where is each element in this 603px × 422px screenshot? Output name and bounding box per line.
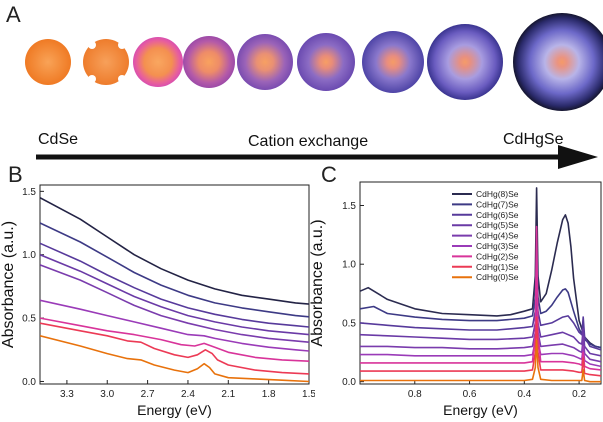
particle-cdhgse [513, 13, 603, 111]
particle-exchange-5 [362, 31, 424, 93]
series-line-2 [40, 317, 309, 362]
legend-entry: CdHg(1)Se [476, 262, 519, 272]
legend-entry: CdHg(3)Se [476, 241, 519, 251]
x-tick-label: 0.4 [517, 389, 531, 400]
x-tick-label: 2.1 [221, 389, 235, 400]
nanoparticle-series [25, 13, 603, 111]
y-tick-label: 0.5 [22, 314, 36, 325]
series-group [360, 187, 601, 383]
particle-exchange-1 [133, 37, 183, 87]
y-tick-label: 1.0 [342, 260, 356, 271]
series-line-1 [40, 322, 309, 375]
series-line-3 [40, 299, 309, 352]
y-axis-label: Absorbance (a.u.) [309, 219, 326, 346]
x-tick-label: 1.5 [302, 389, 315, 400]
legend-entry: CdHg(6)Se [476, 210, 519, 220]
x-tick-label: 2.4 [181, 389, 195, 400]
panel-c-letter: C [321, 162, 337, 187]
y-tick-label: 1.5 [22, 187, 36, 198]
particle-cdse [25, 39, 71, 85]
series-line-4 [40, 264, 309, 343]
series-line-2 [360, 269, 601, 351]
legend-entry: CdHg(2)Se [476, 251, 519, 261]
series-line-8 [360, 339, 601, 383]
plot-frame [359, 181, 602, 385]
series-line-8 [40, 196, 309, 305]
legend-entry: CdHg(8)Se [476, 189, 519, 199]
series-line-0 [360, 187, 601, 349]
x-axis-label: Energy (eV) [443, 402, 518, 418]
particle-exchange-3 [237, 34, 293, 90]
legend-entry: CdHg(4)Se [476, 231, 519, 241]
cation-exchange-arrow [36, 145, 598, 169]
y-tick-label: 0.0 [342, 377, 356, 388]
panel-a-letter: A [6, 2, 21, 27]
x-tick-label: 0.6 [463, 389, 477, 400]
plot-frame [39, 184, 310, 385]
legend-entry: CdHg(5)Se [476, 220, 519, 230]
y-tick-label: 1.0 [22, 250, 36, 261]
cdse-label: CdSe [38, 131, 79, 148]
x-axis-label: Energy (eV) [137, 402, 212, 418]
particle-exchange-2 [183, 36, 235, 88]
series-line-0 [40, 335, 309, 383]
legend-entry: CdHg(7)Se [476, 199, 519, 209]
cation-exchange-label: Cation exchange [248, 133, 369, 150]
y-tick-label: 0.5 [342, 318, 356, 329]
x-tick-label: 2.7 [141, 389, 155, 400]
series-line-6 [40, 242, 309, 328]
y-tick-label: 0.0 [22, 377, 36, 388]
chart-c: 0.0 0.5 1.0 1.5 0.8 0.6 0.4 0.2 Energy (eV) Absor… [309, 181, 602, 418]
series-line-7 [40, 222, 309, 318]
x-tick-label: 3.0 [100, 389, 114, 400]
legend-entry: CdHg(0)Se [476, 272, 519, 282]
cdhgse-label: CdHgSe [503, 131, 564, 148]
x-tick-label: 3.3 [60, 389, 74, 400]
x-tick-label: 1.8 [262, 389, 276, 400]
x-tick-label: 0.2 [572, 389, 586, 400]
y-tick-label: 1.5 [342, 201, 356, 212]
series-line-5 [40, 253, 309, 336]
series-group [40, 196, 309, 383]
particle-exchange-4 [297, 33, 355, 91]
y-axis-label: Absorbance (a.u.) [0, 221, 17, 348]
series-line-1 [360, 239, 601, 349]
panel-b-letter: B [8, 162, 23, 187]
particle-etched [83, 39, 129, 85]
chart-b: 0.0 0.5 1.0 1.5 3.3 3.0 2.7 2.4 2.1 1.8 1.5 Energy … [0, 184, 315, 418]
particle-exchange-6 [427, 24, 503, 100]
x-tick-label: 0.8 [408, 389, 422, 400]
